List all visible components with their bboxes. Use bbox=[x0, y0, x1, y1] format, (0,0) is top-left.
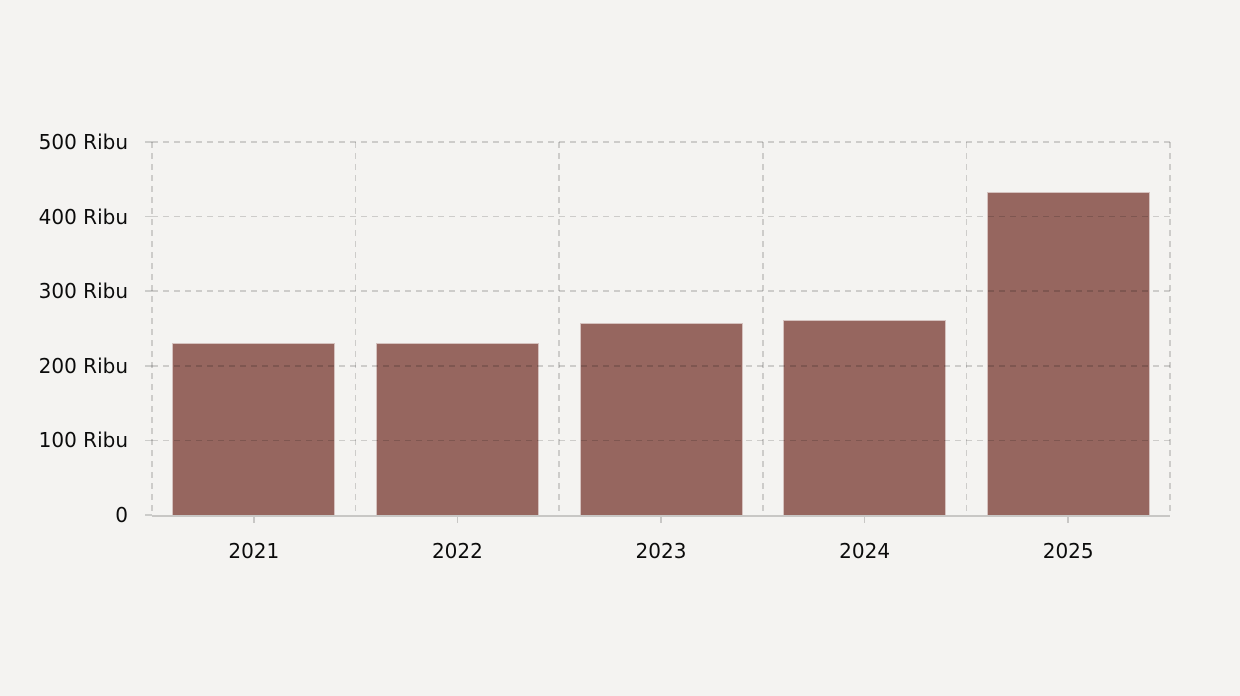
bar-2021 bbox=[172, 343, 336, 515]
v-gridline bbox=[558, 142, 560, 515]
x-axis-tick bbox=[863, 516, 866, 523]
x-tick-label: 2024 bbox=[839, 539, 891, 563]
y-tick-label: 300 Ribu bbox=[38, 279, 128, 304]
v-gridline bbox=[354, 142, 357, 515]
h-gridline bbox=[152, 290, 1170, 292]
y-axis-tick bbox=[145, 290, 152, 292]
v-gridline bbox=[1169, 142, 1171, 515]
y-tick-label: 400 Ribu bbox=[38, 204, 128, 229]
x-tick-label: 2023 bbox=[635, 539, 687, 563]
y-axis-tick bbox=[145, 439, 152, 442]
y-axis-tick bbox=[145, 141, 152, 143]
y-axis-tick bbox=[145, 514, 152, 516]
v-gridline bbox=[762, 142, 764, 515]
y-tick-label: 500 Ribu bbox=[38, 130, 128, 154]
h-gridline bbox=[152, 215, 1170, 218]
bar-2022 bbox=[375, 343, 539, 515]
x-tick-label: 2022 bbox=[431, 539, 483, 563]
x-tick-label: 2021 bbox=[228, 539, 280, 563]
bar-2023 bbox=[579, 322, 743, 515]
y-axis-tick bbox=[145, 215, 152, 218]
x-axis-tick bbox=[660, 516, 662, 523]
v-gridline bbox=[151, 142, 153, 515]
v-gridline bbox=[965, 142, 968, 515]
y-axis-tick bbox=[145, 365, 152, 367]
y-tick-label: 100 Ribu bbox=[38, 428, 128, 453]
x-axis-tick bbox=[1067, 516, 1069, 523]
y-tick-label: 200 Ribu bbox=[38, 353, 128, 378]
bar-2024 bbox=[783, 319, 947, 515]
y-tick-label: 0 bbox=[115, 503, 128, 527]
x-axis-line bbox=[152, 515, 1170, 517]
h-gridline bbox=[152, 365, 1170, 367]
x-axis-tick bbox=[253, 516, 255, 523]
x-tick-label: 2025 bbox=[1042, 539, 1094, 563]
h-gridline bbox=[152, 439, 1170, 442]
bar-2025 bbox=[986, 191, 1150, 515]
h-gridline bbox=[152, 141, 1170, 143]
x-axis-tick bbox=[456, 516, 459, 523]
